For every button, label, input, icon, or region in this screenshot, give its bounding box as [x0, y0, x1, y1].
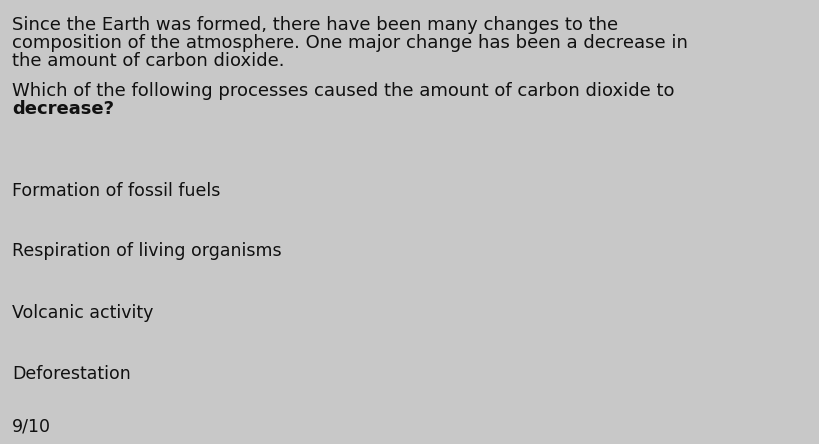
- Text: 9/10: 9/10: [12, 417, 51, 435]
- Text: Since the Earth was formed, there have been many changes to the: Since the Earth was formed, there have b…: [12, 16, 618, 34]
- Text: Which of the following processes caused the amount of carbon dioxide to: Which of the following processes caused …: [12, 82, 674, 100]
- Text: Deforestation: Deforestation: [12, 365, 130, 382]
- Text: composition of the atmosphere. One major change has been a decrease in: composition of the atmosphere. One major…: [12, 34, 687, 52]
- Text: Respiration of living organisms: Respiration of living organisms: [12, 242, 281, 261]
- Text: the amount of carbon dioxide.: the amount of carbon dioxide.: [12, 52, 284, 70]
- Text: Volcanic activity: Volcanic activity: [12, 304, 153, 321]
- Text: Formation of fossil fuels: Formation of fossil fuels: [12, 182, 220, 199]
- Text: decrease?: decrease?: [12, 100, 114, 118]
